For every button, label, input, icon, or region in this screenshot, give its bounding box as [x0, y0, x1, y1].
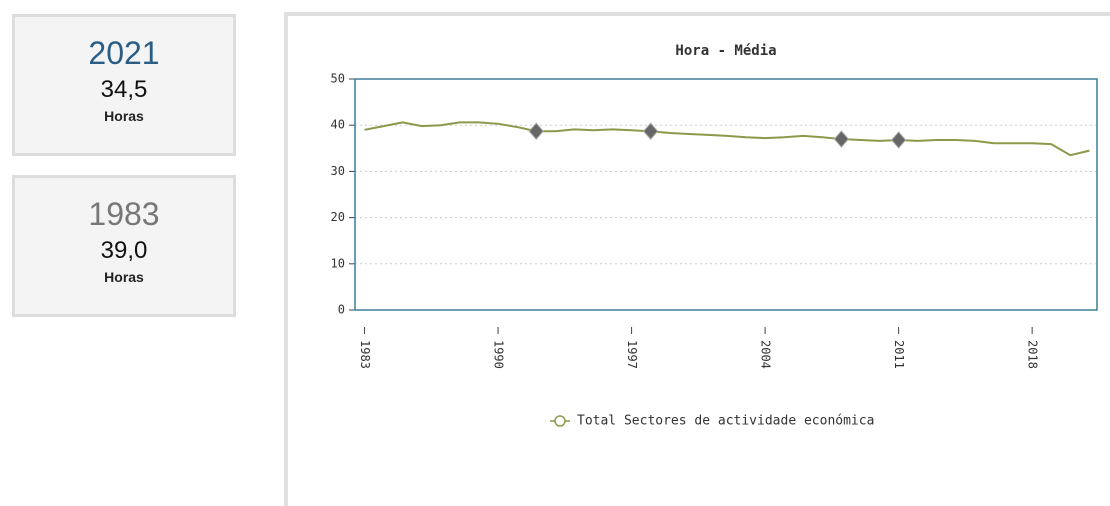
x-tick-label: 2018: [1026, 340, 1040, 369]
card-value: 39,0: [100, 237, 148, 264]
x-tick-label: 1997: [625, 340, 639, 369]
x-tick-label: 1983: [358, 340, 372, 369]
y-tick-label: 10: [331, 256, 345, 270]
kpi-card: 2021 34,5 Horas: [12, 14, 236, 156]
chart-panel: [284, 12, 1110, 506]
x-tick-label: 1990: [492, 340, 506, 369]
highlight-marker: [528, 122, 544, 140]
highlight-marker: [642, 122, 659, 140]
y-tick-label: 50: [331, 72, 345, 86]
page: 2021 34,5 Horas 1983 39,0 Horas Hora - M…: [12, 12, 1110, 506]
chart-title: Hora - Média: [675, 43, 776, 59]
chart: Hora - Média 0 10 20 30 40 50 1983 1990 1997 2004…: [331, 43, 1098, 429]
legend-label: Total Sectores de actividade económica: [577, 414, 874, 429]
highlight-marker: [833, 130, 850, 148]
y-tick-label: 20: [331, 210, 345, 224]
card-year: 2021: [88, 35, 160, 71]
data-line: [364, 121, 1090, 157]
plot-frame: [354, 78, 1098, 311]
y-tick-label: 40: [331, 118, 345, 132]
y-tick-label: 30: [331, 164, 345, 178]
card-unit: Horas: [104, 269, 144, 285]
card-year: 1983: [88, 196, 160, 232]
y-tick-label: 0: [338, 303, 345, 317]
highlight-marker: [890, 131, 907, 149]
x-tick-label: 2011: [892, 340, 906, 369]
kpi-card: 1983 39,0 Horas: [12, 175, 236, 317]
card-value: 34,5: [100, 76, 148, 103]
x-tick-label: 2004: [759, 340, 773, 369]
legend-marker: [554, 415, 566, 427]
card-unit: Horas: [104, 108, 144, 124]
